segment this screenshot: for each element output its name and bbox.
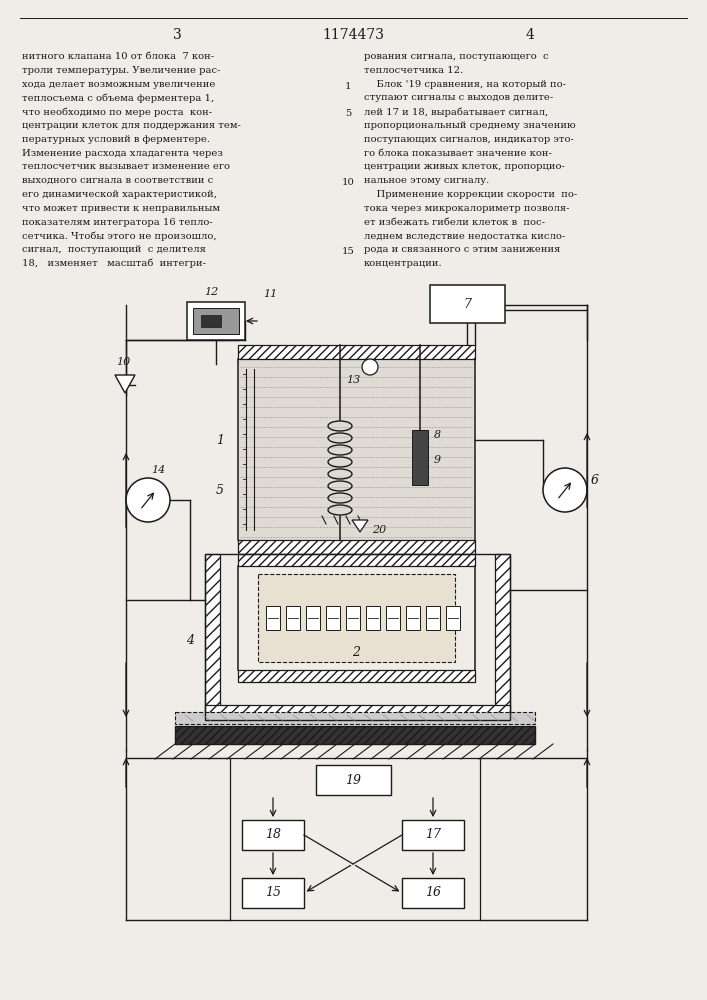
Text: поступающих сигналов, индикатор это-: поступающих сигналов, индикатор это-	[364, 135, 574, 144]
Bar	[242, 878, 304, 908]
Text: леднем вследствие недостатка кисло-: леднем вследствие недостатка кисло-	[364, 231, 566, 240]
Bar	[205, 554, 510, 720]
Text: троли температуры. Увеличение рас-: троли температуры. Увеличение рас-	[22, 66, 221, 75]
Text: 3: 3	[173, 28, 182, 42]
Text: 1: 1	[345, 82, 351, 91]
Text: теплосчетчик вызывает изменение его: теплосчетчик вызывает изменение его	[22, 162, 230, 171]
Text: нальное этому сигналу.: нальное этому сигналу.	[364, 176, 489, 185]
Bar	[201, 315, 221, 327]
Text: хода делает возможным увеличение: хода делает возможным увеличение	[22, 80, 216, 89]
Text: что необходимо по мере роста  кон-: что необходимо по мере роста кон-	[22, 107, 212, 117]
Text: 8: 8	[434, 430, 441, 440]
Text: лей 17 и 18, вырабатывает сигнал,: лей 17 и 18, вырабатывает сигнал,	[364, 107, 548, 117]
Text: рования сигнала, поступающего  с: рования сигнала, поступающего с	[364, 52, 549, 61]
Text: Изменение расхода хладагента через: Изменение расхода хладагента через	[22, 149, 223, 158]
Bar	[346, 606, 360, 630]
Text: 10: 10	[341, 178, 354, 187]
Text: 18,   изменяет   масштаб  интегри-: 18, изменяет масштаб интегри-	[22, 259, 206, 268]
Bar	[187, 302, 245, 340]
Bar	[402, 878, 464, 908]
Bar	[175, 712, 535, 724]
Text: нитного клапана 10 от блока  7 кон-: нитного клапана 10 от блока 7 кон-	[22, 52, 214, 61]
Text: 20: 20	[372, 525, 386, 535]
Bar	[430, 285, 505, 323]
Bar	[316, 765, 391, 795]
Circle shape	[126, 478, 170, 522]
Text: 16: 16	[425, 886, 441, 900]
Bar	[175, 726, 535, 744]
Polygon shape	[115, 375, 135, 393]
Text: 9: 9	[434, 455, 441, 465]
Text: 1: 1	[216, 434, 224, 446]
Bar	[446, 606, 460, 630]
Bar	[238, 359, 475, 540]
Bar	[205, 554, 220, 720]
Bar	[402, 820, 464, 850]
Text: тока через микрокалориметр позволя-: тока через микрокалориметр позволя-	[364, 204, 570, 213]
Text: Применение коррекции скорости  по-: Применение коррекции скорости по-	[364, 190, 577, 199]
Text: 13: 13	[346, 375, 361, 385]
Text: показателям интегратора 16 тепло-: показателям интегратора 16 тепло-	[22, 218, 213, 227]
Bar	[230, 758, 480, 920]
Text: его динамической характеристикой,: его динамической характеристикой,	[22, 190, 217, 199]
Text: сетчика. Чтобы этого не произошло,: сетчика. Чтобы этого не произошло,	[22, 231, 216, 241]
Bar	[238, 540, 475, 554]
Text: рода и связанного с этим занижения: рода и связанного с этим занижения	[364, 245, 561, 254]
Text: центрации живых клеток, пропорцио-: центрации живых клеток, пропорцио-	[364, 162, 565, 171]
Bar	[238, 670, 475, 682]
Text: что может привести к неправильным: что может привести к неправильным	[22, 204, 220, 213]
Text: 10: 10	[116, 357, 130, 367]
Text: выходного сигнала в соответствии с: выходного сигнала в соответствии с	[22, 176, 214, 185]
Bar	[242, 820, 304, 850]
Text: 7: 7	[464, 298, 472, 310]
Text: 2: 2	[353, 646, 361, 658]
Bar	[205, 705, 510, 720]
Bar	[306, 606, 320, 630]
Bar	[238, 554, 475, 566]
Text: концентрации.: концентрации.	[364, 259, 443, 268]
Bar	[326, 606, 340, 630]
Text: 15: 15	[265, 886, 281, 900]
Bar	[412, 430, 428, 485]
Text: 19: 19	[345, 774, 361, 786]
Bar	[495, 554, 510, 720]
Text: центрации клеток для поддержания тем-: центрации клеток для поддержания тем-	[22, 121, 241, 130]
Text: 14: 14	[151, 465, 165, 475]
Polygon shape	[352, 520, 368, 532]
Text: 4: 4	[186, 634, 194, 647]
Text: пературных условий в ферментере.: пературных условий в ферментере.	[22, 135, 210, 144]
Bar	[406, 606, 420, 630]
Text: 4: 4	[525, 28, 534, 42]
Text: ет избежать гибели клеток в  пос-: ет избежать гибели клеток в пос-	[364, 218, 545, 227]
Bar	[366, 606, 380, 630]
Bar	[426, 606, 440, 630]
Text: 6: 6	[591, 474, 599, 487]
Bar	[386, 606, 400, 630]
Circle shape	[543, 468, 587, 512]
Text: 5: 5	[345, 109, 351, 118]
Bar	[193, 308, 239, 334]
Bar	[258, 574, 455, 662]
Text: теплосчетчика 12.: теплосчетчика 12.	[364, 66, 463, 75]
Text: сигнал,  поступающий  с делителя: сигнал, поступающий с делителя	[22, 245, 206, 254]
Text: 1174473: 1174473	[322, 28, 384, 42]
Text: 11: 11	[263, 289, 277, 299]
Circle shape	[362, 359, 378, 375]
Bar	[286, 606, 300, 630]
Bar	[266, 606, 280, 630]
Text: 17: 17	[425, 828, 441, 842]
Text: 5: 5	[216, 484, 224, 496]
Text: 12: 12	[204, 287, 218, 297]
Text: 15: 15	[341, 247, 354, 256]
Text: Блок '19 сравнения, на который по-: Блок '19 сравнения, на который по-	[364, 80, 566, 89]
Text: теплосъема с объема ферментера 1,: теплосъема с объема ферментера 1,	[22, 93, 214, 103]
Bar	[238, 345, 475, 359]
Text: 18: 18	[265, 828, 281, 842]
Text: го блока показывает значение кон-: го блока показывает значение кон-	[364, 149, 552, 158]
Text: пропорциональный среднему значению: пропорциональный среднему значению	[364, 121, 575, 130]
Text: ступают сигналы с выходов делите-: ступают сигналы с выходов делите-	[364, 93, 554, 102]
